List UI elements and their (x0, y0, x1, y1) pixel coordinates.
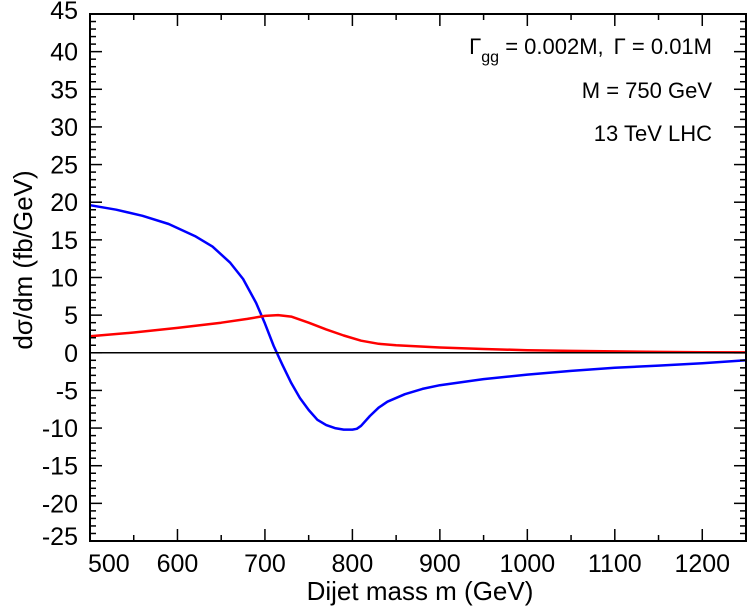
annotation-widths: Γgg = 0.002M, Γ = 0.01M (469, 34, 712, 66)
y-tick-label: -20 (42, 490, 78, 518)
y-tick-label: 20 (50, 189, 78, 217)
x-axis-title: Dijet mass m (GeV) (307, 576, 534, 606)
x-tick-label: 600 (157, 550, 199, 578)
annotations: Γgg = 0.002M, Γ = 0.01M M = 750 GeV 13 Te… (469, 34, 712, 146)
y-tick-label: -10 (42, 415, 78, 443)
y-tick-label: 40 (50, 39, 78, 67)
annotation-energy: 13 TeV LHC (594, 121, 712, 146)
y-tick-label: -25 (42, 523, 78, 551)
x-tick-label: 700 (244, 550, 286, 578)
y-tick-label: 0 (64, 340, 78, 368)
x-tick-label: 1000 (500, 550, 556, 578)
series-line-blue (89, 203, 747, 431)
y-tick-label: 30 (50, 114, 78, 142)
x-tick-label: 800 (332, 550, 374, 578)
y-tick-label: 45 (50, 0, 78, 25)
annotation-mass: M = 750 GeV (582, 78, 713, 103)
x-tick-label: 1100 (588, 550, 642, 578)
axis-ticks (89, 13, 747, 542)
x-tick-label: 500 (88, 550, 130, 578)
tick-labels: 500 600 700 800 900 1000 1100 1200 -25 -20 -15 -10 -… (42, 0, 730, 578)
y-tick-label: 35 (50, 76, 78, 104)
y-axis-title: dσ/dm (fb/GeV) (8, 170, 38, 349)
y-tick-label: 10 (50, 265, 78, 293)
y-tick-label: 15 (50, 227, 78, 255)
series-line-red (89, 313, 747, 354)
y-tick-label: -15 (42, 453, 78, 481)
y-tick-label: 25 (50, 152, 78, 180)
y-tick-label: 5 (64, 302, 78, 330)
x-tick-label: 1200 (674, 550, 730, 578)
plot-marks (89, 203, 747, 431)
x-tick-label: 900 (419, 550, 461, 578)
y-tick-label: -5 (56, 377, 78, 405)
